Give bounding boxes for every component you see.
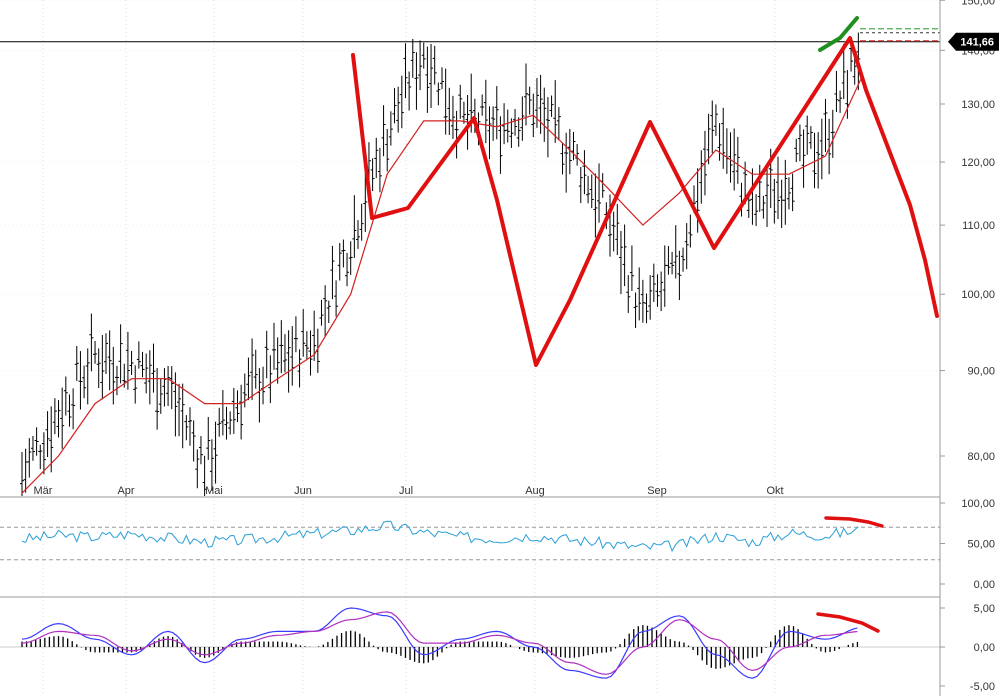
price-panel — [0, 28, 940, 496]
macd-y-tick-label: 0,00 — [974, 642, 995, 654]
axes — [0, 0, 945, 696]
macd-y-tick-label: 5,00 — [974, 603, 995, 615]
x-tick-label: Jun — [294, 485, 312, 497]
y-tick-label: 150,00 — [961, 0, 995, 7]
macd-line — [21, 607, 858, 679]
signal-line — [21, 611, 858, 675]
y-tick-label: 90,00 — [967, 366, 995, 378]
last-price-badge: 141,66 — [948, 32, 999, 51]
hand-drawn-projection — [351, 36, 939, 367]
last-price-badge-bg — [948, 32, 999, 51]
y-tick-label: 110,00 — [962, 220, 995, 232]
osc-y-tick-label: 0,00 — [974, 579, 995, 591]
osc-divergence-stroke — [824, 516, 884, 528]
labels: 80,0090,00100,00110,00120,00130,00140,00… — [34, 0, 999, 693]
osc-y-tick-label: 100,00 — [961, 498, 995, 510]
y-tick-label: 130,00 — [961, 99, 995, 111]
grid — [0, 0, 940, 696]
x-tick-label: Okt — [766, 485, 783, 497]
x-tick-label: Aug — [525, 485, 545, 497]
annotations — [351, 16, 939, 633]
trend-stroke — [818, 16, 859, 52]
last-price-label: 141,66 — [960, 37, 994, 49]
macd-panel — [0, 607, 940, 679]
y-tick-label: 100,00 — [961, 289, 995, 301]
oscillator-line — [21, 520, 859, 553]
y-tick-label: 80,00 — [967, 451, 995, 463]
oscillator-panel — [0, 520, 940, 561]
x-tick-label: Mai — [205, 485, 223, 497]
osc-y-tick-label: 50,00 — [967, 539, 995, 551]
x-tick-label: Mär — [34, 485, 53, 497]
y-tick-label: 120,00 — [961, 157, 995, 169]
macd-divergence-stroke — [816, 612, 880, 633]
x-tick-label: Jul — [399, 485, 413, 497]
macd-y-tick-label: -5,00 — [970, 681, 995, 693]
moving-average-line — [21, 76, 863, 494]
x-tick-label: Sep — [647, 485, 667, 497]
x-tick-label: Apr — [117, 485, 134, 497]
price-bars — [20, 32, 861, 496]
